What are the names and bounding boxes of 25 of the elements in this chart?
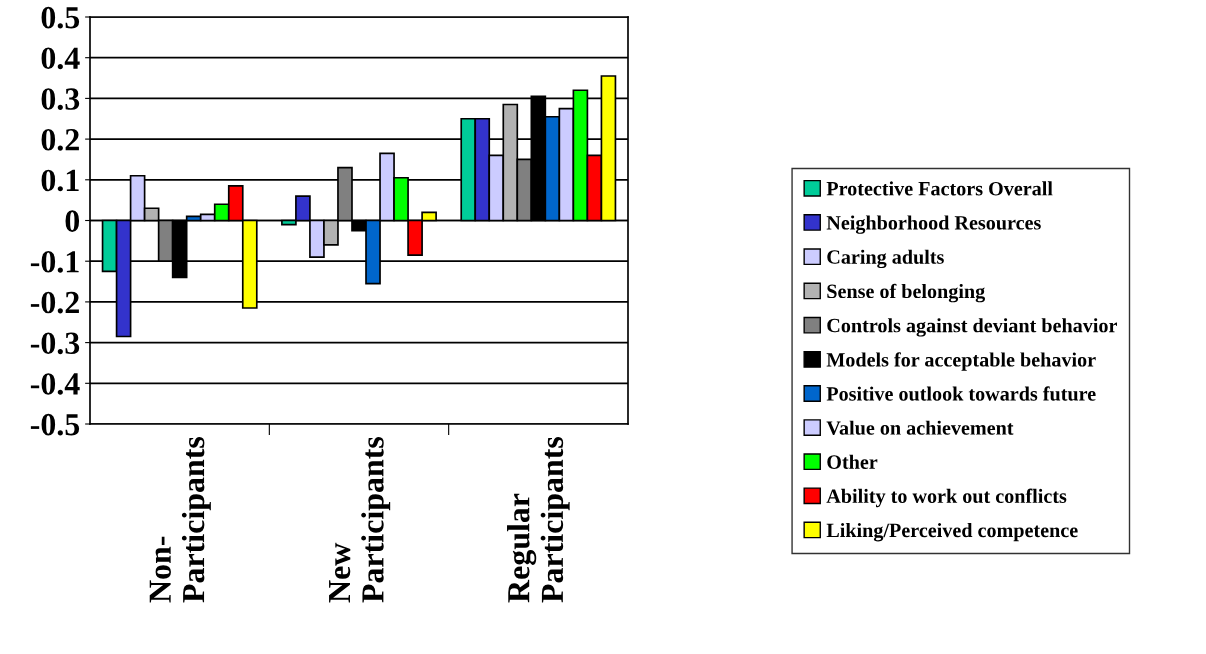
y-tick-label: 0.2: [41, 128, 79, 151]
legend-label: Neighborhood Resources: [826, 215, 1041, 234]
y-tick-label: -0.2: [30, 291, 79, 314]
y-tick-label: -0.1: [30, 251, 79, 273]
y-tick-label: 0: [65, 210, 80, 232]
legend-label: Positive outlook towards future: [826, 386, 1096, 401]
x-tick-label: New Participants: [329, 436, 391, 603]
y-tick-label: -0.3: [30, 332, 80, 355]
legend-label: Value on achievement: [826, 420, 1014, 435]
y-tick-label: 0.4: [41, 47, 80, 70]
x-tick-label: Non- Participants: [149, 436, 211, 603]
y-tick-label: 0.3: [41, 88, 80, 110]
y-tick-label: 0.1: [41, 169, 79, 192]
legend-label: Controls against deviant behavior: [827, 318, 1117, 337]
legend-label: Ability to work out conflicts: [826, 488, 1067, 508]
x-tick-label: Regular Participants: [507, 436, 570, 603]
legend-label: Models for acceptable behavior: [826, 352, 1096, 371]
y-tick-label: -0.5: [30, 413, 80, 436]
legend-label: Liking/Perceived competence: [826, 522, 1078, 542]
legend-label: Sense of belonging: [827, 283, 986, 303]
legend-label: Protective Factors Overall: [826, 181, 1053, 196]
legend-label: Caring adults: [827, 249, 944, 269]
y-tick-label: 0.5: [41, 6, 80, 29]
y-tick-label: -0.4: [30, 373, 80, 395]
legend-label: Other: [827, 454, 878, 469]
